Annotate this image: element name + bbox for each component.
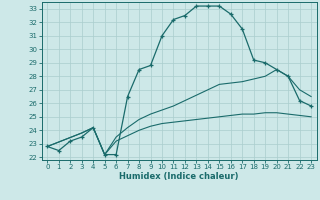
X-axis label: Humidex (Indice chaleur): Humidex (Indice chaleur) bbox=[119, 172, 239, 181]
